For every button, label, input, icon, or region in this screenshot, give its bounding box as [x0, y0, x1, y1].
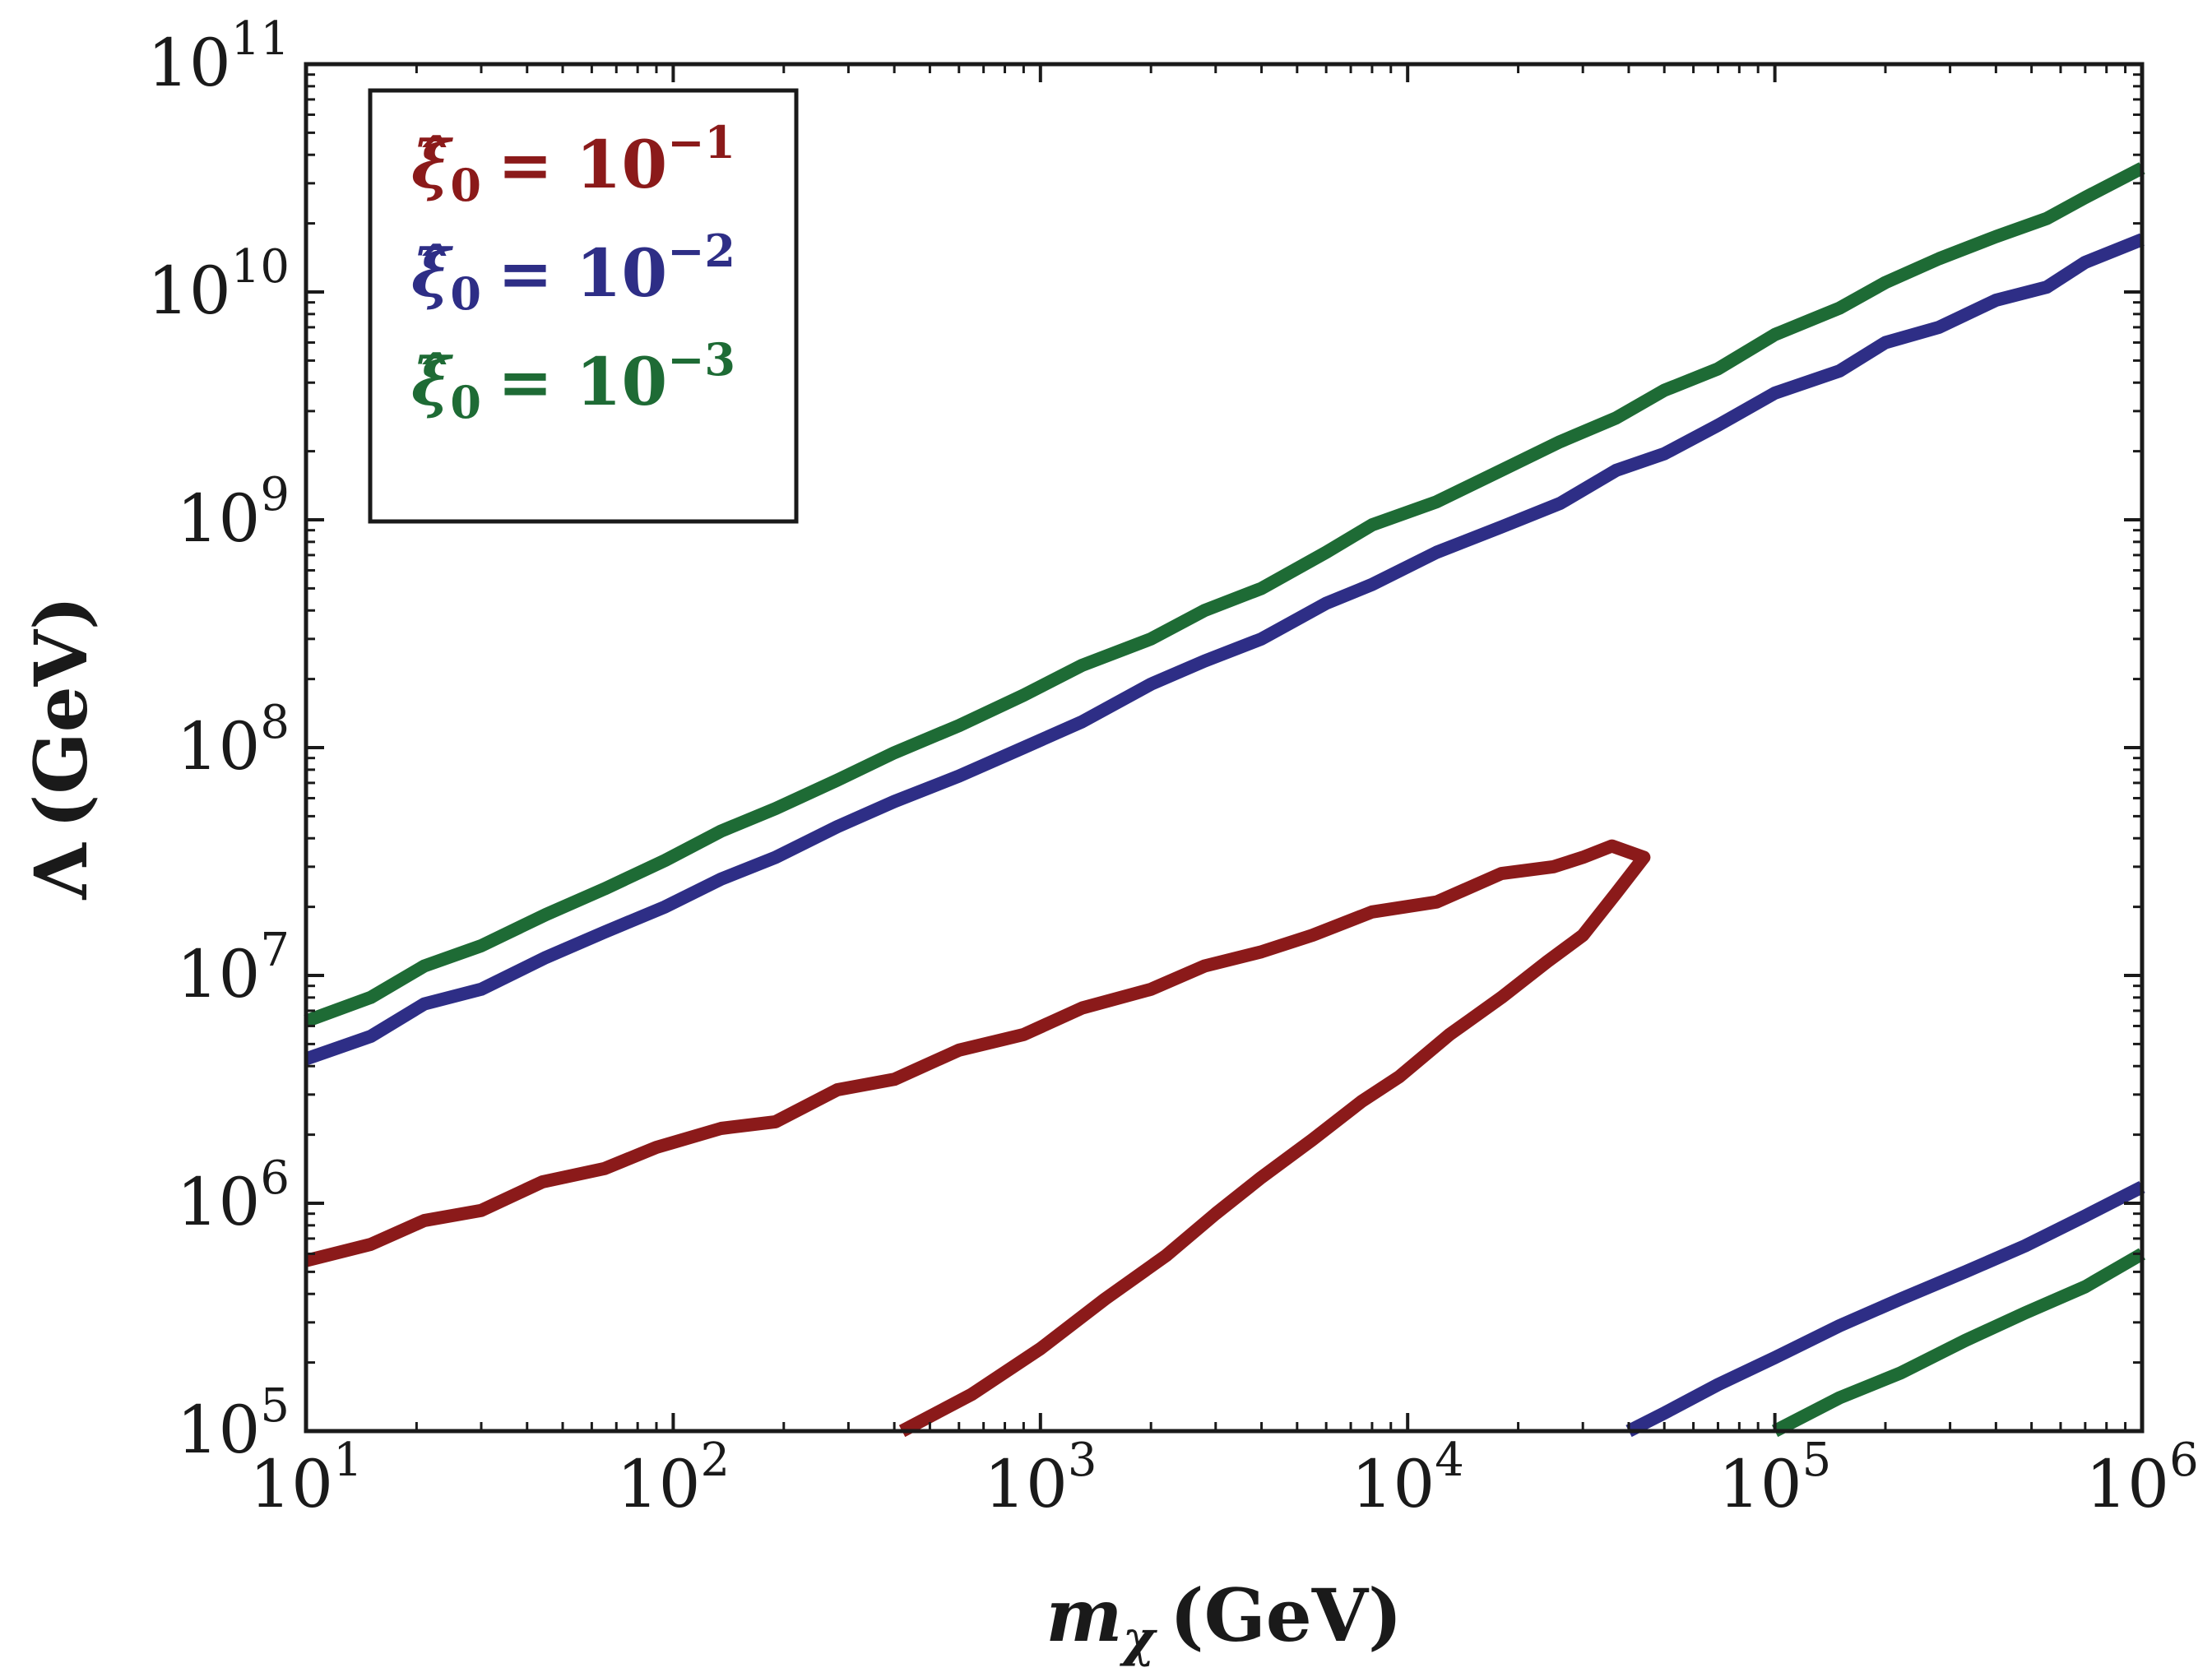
- legend-subscript-2: 0: [450, 267, 481, 320]
- x-axis-symbol: m: [1046, 1573, 1122, 1658]
- y-tick-label-3: 107: [177, 924, 290, 1012]
- y-tick-base-4: 10: [177, 708, 261, 785]
- x-tick-exp-1: 1: [333, 1434, 363, 1487]
- x-tick-label-6: 106: [2085, 1434, 2198, 1522]
- legend: ξ̂0 = 10−1ξ̂0 = 10−2ξ̂0 = 10−3: [368, 88, 799, 524]
- y-axis-symbol: Λ: [18, 841, 104, 900]
- series-3-line-1: [304, 162, 2145, 1028]
- y-tick-label-7: 1011: [147, 12, 290, 101]
- legend-entry-2: ξ̂0 = 10−2: [411, 225, 735, 320]
- y-tick-label-1: 105: [177, 1379, 290, 1468]
- legend-rhs-3: = 10: [498, 343, 667, 420]
- x-axis-subscript: χ: [1119, 1610, 1157, 1668]
- x-tick-base-1: 10: [249, 1446, 333, 1522]
- y-tick-exp-7: 11: [231, 12, 290, 66]
- x-tick-base-4: 10: [1351, 1446, 1435, 1522]
- x-tick-exp-5: 5: [1802, 1434, 1832, 1487]
- x-tick-label-2: 102: [617, 1434, 730, 1522]
- legend-rhs-2: = 10: [498, 234, 667, 312]
- x-tick-labels: 101 102 103 104 105 106: [249, 1434, 2198, 1522]
- y-tick-label-6: 1010: [147, 240, 290, 329]
- legend-box: [368, 88, 799, 524]
- y-tick-base-1: 10: [177, 1392, 261, 1468]
- y-tick-base-2: 10: [177, 1164, 261, 1240]
- legend-entry-1: ξ̂0 = 10−1: [411, 116, 735, 211]
- series-2-line-1: [304, 233, 2145, 1066]
- x-tick-base-2: 10: [617, 1446, 701, 1522]
- x-tick-exp-6: 6: [2169, 1434, 2199, 1487]
- y-tick-exp-5: 9: [260, 468, 290, 521]
- y-tick-base-7: 10: [147, 25, 231, 101]
- x-tick-base-3: 10: [984, 1446, 1068, 1522]
- x-tick-exp-4: 4: [1435, 1434, 1464, 1487]
- x-tick-label-1: 101: [249, 1434, 362, 1522]
- y-tick-base-6: 10: [147, 252, 231, 329]
- legend-entry-3: ξ̂0 = 10−3: [411, 333, 735, 429]
- y-tick-exp-4: 8: [260, 696, 290, 749]
- x-tick-exp-3: 3: [1068, 1434, 1097, 1487]
- legend-entries: ξ̂0 = 10−1ξ̂0 = 10−2ξ̂0 = 10−3: [411, 116, 735, 429]
- legend-symbol-3: ξ̂: [411, 343, 453, 420]
- y-tick-base-3: 10: [177, 936, 261, 1012]
- x-tick-base-6: 10: [2085, 1446, 2169, 1522]
- legend-subscript-1: 0: [450, 159, 481, 211]
- legend-exp-1: −1: [667, 116, 735, 169]
- x-axis-unit: (GeV): [1170, 1573, 1403, 1658]
- x-tick-label-4: 104: [1351, 1434, 1463, 1522]
- legend-exp-3: −3: [667, 333, 735, 386]
- y-tick-label-4: 108: [177, 696, 290, 785]
- series-3-line-2: [1771, 1248, 2146, 1438]
- plot-frame: [304, 62, 2145, 1434]
- x-tick-exp-2: 2: [700, 1434, 730, 1487]
- legend-symbol-1: ξ̂: [411, 126, 453, 203]
- x-tick-label-5: 105: [1718, 1434, 1831, 1522]
- y-tick-label-5: 109: [177, 468, 290, 557]
- y-tick-exp-6: 10: [231, 240, 290, 294]
- legend-subscript-3: 0: [450, 376, 481, 429]
- y-tick-exp-3: 7: [260, 924, 290, 977]
- y-tick-label-2: 106: [177, 1151, 290, 1240]
- legend-symbol-2: ξ̂: [411, 234, 453, 312]
- series-layer: [304, 162, 2146, 1438]
- x-tick-label-3: 103: [984, 1434, 1097, 1522]
- legend-rhs-1: = 10: [498, 126, 667, 203]
- y-tick-exp-1: 5: [260, 1379, 290, 1433]
- series-2-line-2: [1625, 1180, 2145, 1438]
- y-axis-unit: (GeV): [18, 596, 104, 829]
- y-axis-title: Λ (GeV): [18, 596, 104, 901]
- legend-exp-2: −2: [667, 225, 735, 277]
- y-tick-base-5: 10: [177, 480, 261, 557]
- x-axis-title: mχ (GeV): [1046, 1573, 1402, 1668]
- y-tick-exp-2: 6: [260, 1151, 290, 1205]
- x-tick-base-5: 10: [1718, 1446, 1802, 1522]
- series-1-line-1: [304, 839, 1651, 1438]
